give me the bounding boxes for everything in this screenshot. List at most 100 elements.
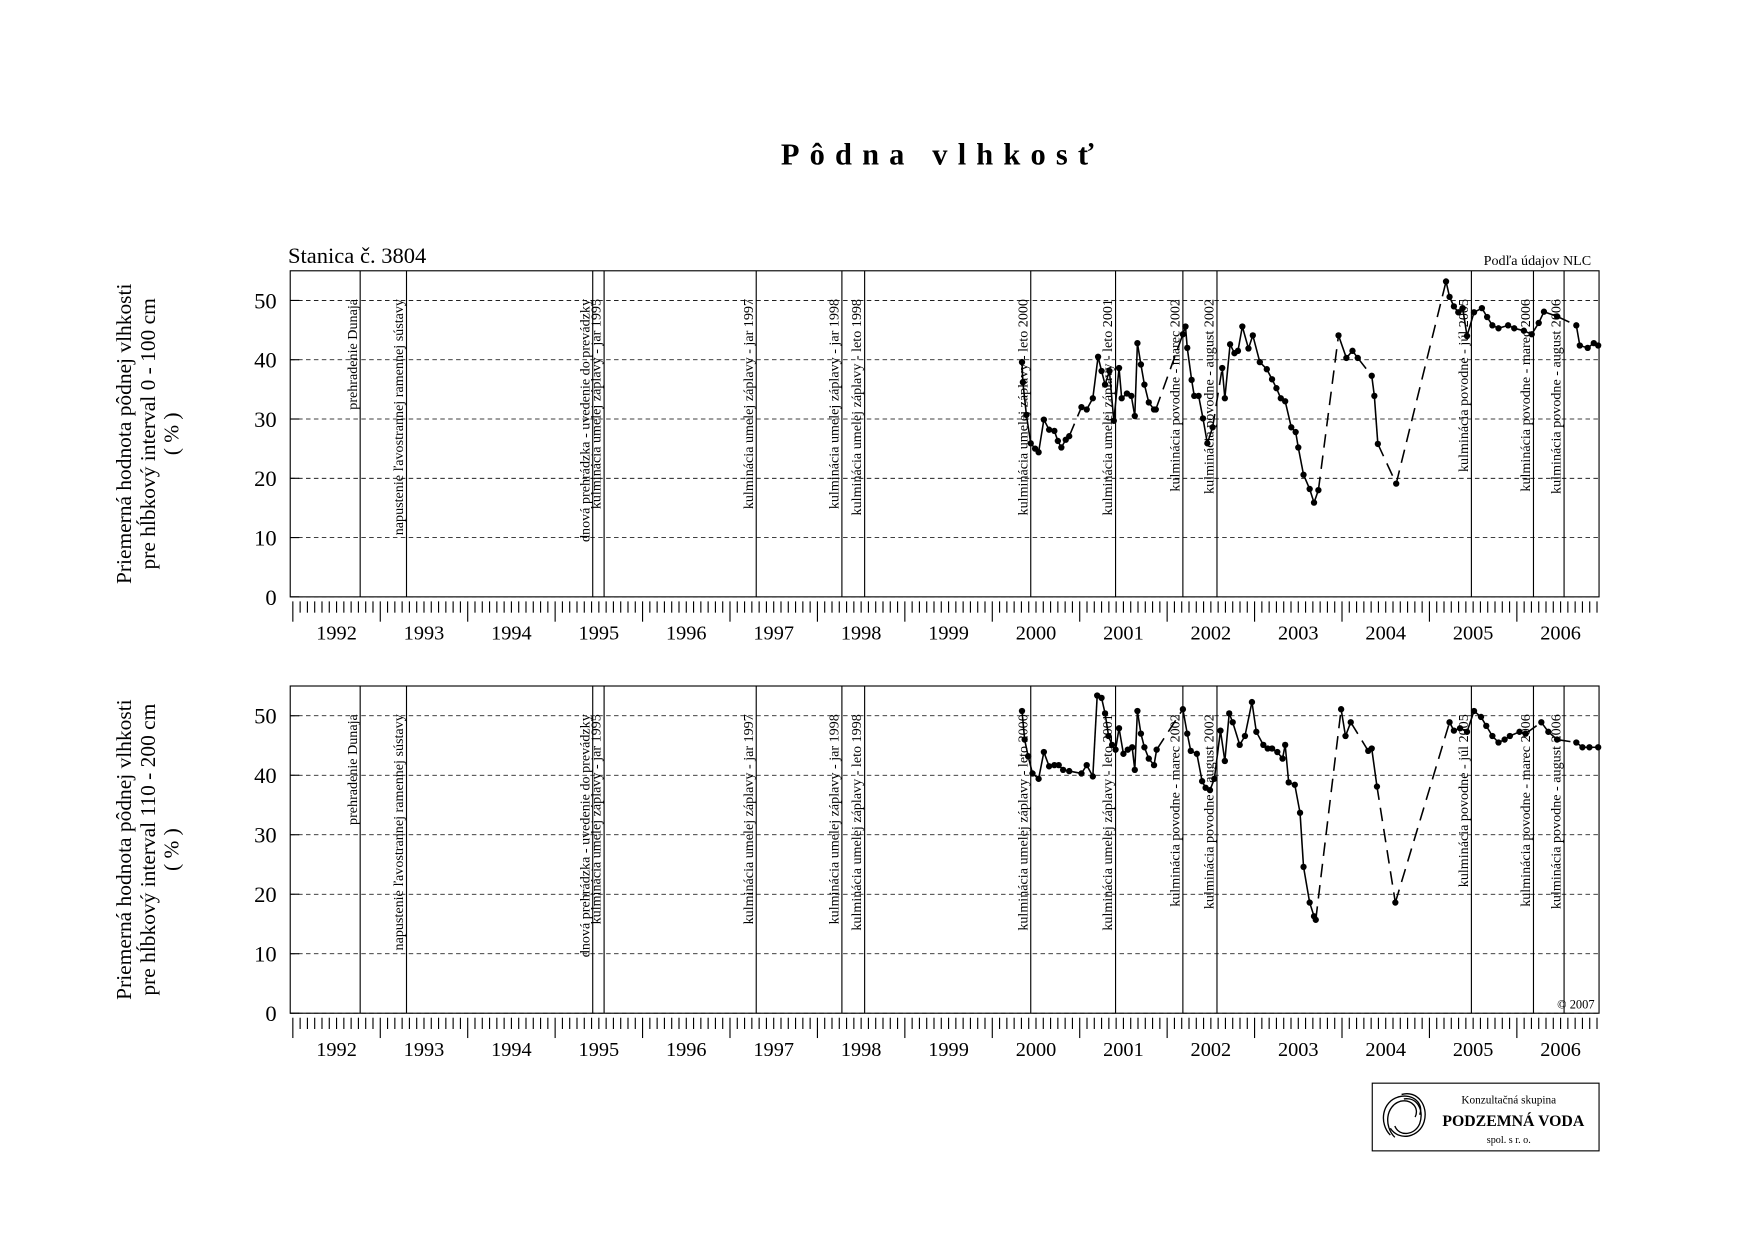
data-point xyxy=(1253,728,1260,735)
data-point xyxy=(1179,706,1187,713)
data-point xyxy=(1018,707,1026,715)
data-point xyxy=(1535,319,1542,327)
data-point xyxy=(1540,308,1548,315)
y-axis-label: ( % ) xyxy=(160,828,184,871)
logo: Konzultačná skupina PODZEMNÁ VODA spol. … xyxy=(1371,1082,1600,1152)
x-tick-label: 2000 xyxy=(1016,623,1057,645)
data-point xyxy=(1229,719,1236,726)
data-point xyxy=(1342,732,1349,740)
data-point xyxy=(1579,744,1586,751)
data-point xyxy=(1058,444,1065,451)
data-point xyxy=(1029,770,1036,777)
connector xyxy=(1284,401,1293,428)
x-tick-label: 1998 xyxy=(841,1039,882,1061)
y-tick-label: 10 xyxy=(254,942,277,967)
data-point xyxy=(1184,730,1191,737)
data-point xyxy=(1595,342,1602,349)
data-point xyxy=(1470,707,1478,715)
data-point xyxy=(1023,411,1030,419)
logo-text: Konzultačná skupina xyxy=(1461,1094,1556,1106)
event-label: napustenie ľavostrannej ramennej sústavy xyxy=(391,299,407,535)
data-point xyxy=(1234,347,1242,354)
logo-frame xyxy=(1371,1082,1600,1152)
y-axis-label: pre hĺbkový interval 110 - 200 cm xyxy=(136,703,160,995)
x-tick-label: 2006 xyxy=(1540,1039,1581,1061)
connector xyxy=(1294,784,1301,813)
data-point xyxy=(1040,416,1048,423)
connector xyxy=(1136,710,1142,734)
x-tick-label: 1994 xyxy=(491,1039,532,1061)
data-point xyxy=(1300,471,1307,478)
logo-text: PODZEMNÁ VODA xyxy=(1442,1111,1584,1130)
event-label: kulminácia umelej záplavy - jar 1998 xyxy=(827,714,843,924)
event-label: kulminácia povodne - august 2002 xyxy=(1202,299,1218,494)
data-point xyxy=(1489,732,1496,740)
data-point xyxy=(1343,354,1350,362)
data-point xyxy=(1256,358,1263,366)
source-note: Podľa údajov NLC xyxy=(1484,253,1592,269)
data-point xyxy=(1101,710,1109,717)
event-label: kulminácia povodne - júl 2005 xyxy=(1456,299,1472,472)
data-point xyxy=(1335,332,1342,339)
connector xyxy=(1244,701,1253,737)
connector xyxy=(1202,418,1209,444)
data-point xyxy=(1393,480,1400,487)
connector xyxy=(1184,326,1189,348)
copyright-note: © 2007 xyxy=(1557,998,1594,1012)
data-point xyxy=(1310,499,1318,506)
connector xyxy=(1025,414,1032,444)
x-tick-label: 1996 xyxy=(666,1039,707,1061)
connector xyxy=(1118,367,1123,399)
data-point xyxy=(1595,744,1602,751)
connector xyxy=(1302,866,1311,903)
plot-frame xyxy=(289,270,1600,598)
data-point xyxy=(1553,736,1561,743)
data-point xyxy=(1268,376,1276,383)
data-point xyxy=(1150,761,1158,769)
data-point xyxy=(1078,403,1085,411)
data-point xyxy=(1520,327,1528,334)
event-label: kulminácia povodne - marec 2006 xyxy=(1518,299,1534,492)
data-point xyxy=(1101,381,1109,388)
data-point xyxy=(1045,426,1053,433)
data-point xyxy=(1506,732,1514,740)
connector xyxy=(1466,312,1475,337)
connector xyxy=(1037,419,1045,453)
connector xyxy=(1314,709,1342,920)
data-point xyxy=(1083,406,1090,413)
data-point xyxy=(1292,428,1299,436)
connector xyxy=(1284,744,1290,783)
event-label: kulminácia povodne - marec 2006 xyxy=(1518,714,1534,907)
data-point xyxy=(1035,775,1042,782)
y-tick-label: 40 xyxy=(254,348,277,373)
connector xyxy=(1021,710,1026,740)
data-point xyxy=(1179,331,1187,338)
data-point xyxy=(1106,367,1113,375)
data-point xyxy=(1226,710,1233,717)
connector xyxy=(1211,367,1224,428)
connector xyxy=(1182,709,1189,734)
data-point xyxy=(1463,332,1471,340)
data-point xyxy=(1455,309,1462,316)
y-tick-label: 50 xyxy=(254,288,277,313)
station-label: Stanica č. 3804 xyxy=(288,243,426,268)
x-tick-label: 1993 xyxy=(404,1039,445,1061)
connector xyxy=(1340,709,1347,737)
data-point xyxy=(1182,323,1189,330)
data-point xyxy=(1495,325,1502,332)
data-point xyxy=(1553,313,1561,320)
x-tick-label: 1992 xyxy=(316,623,357,645)
connector xyxy=(1140,364,1146,385)
data-point xyxy=(1187,747,1194,755)
connector xyxy=(1134,710,1139,770)
data-point xyxy=(1021,736,1028,743)
data-point xyxy=(1024,753,1032,760)
data-point xyxy=(1134,707,1141,715)
data-point xyxy=(1291,781,1298,788)
event-label: prehradenie Dunaja xyxy=(345,713,361,824)
y-tick-label: 50 xyxy=(254,704,277,729)
event-label: kulminácia povodne - august 2006 xyxy=(1549,714,1565,909)
data-point xyxy=(1055,761,1062,769)
logo-stroke xyxy=(1382,1095,1422,1136)
data-point xyxy=(1263,366,1270,373)
